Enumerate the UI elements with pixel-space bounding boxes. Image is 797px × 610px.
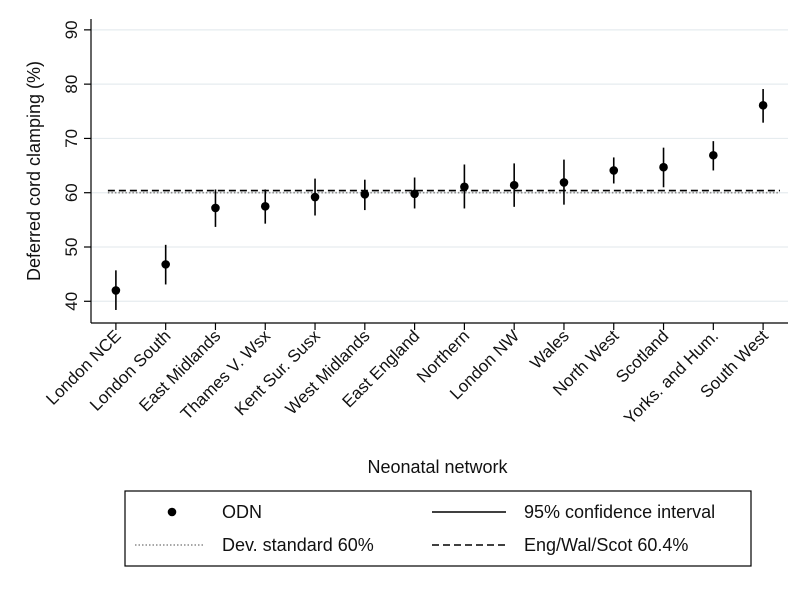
data-point — [460, 182, 469, 192]
data-point — [360, 190, 370, 199]
legend-box — [124, 490, 752, 567]
legend: ODN 95% confidence interval Dev. standard … — [124, 490, 752, 567]
data-point — [609, 166, 619, 175]
data-point — [310, 192, 320, 202]
y-tick-label: 40 — [62, 292, 81, 311]
data-point — [758, 101, 768, 110]
y-tick-label: 90 — [62, 20, 81, 39]
data-point — [559, 178, 569, 187]
x-tick-label: Thames V. Wsx — [177, 326, 275, 424]
legend-label: 95% confidence interval — [524, 502, 715, 522]
legend-label: ODN — [222, 502, 262, 522]
data-point — [111, 286, 121, 295]
y-axis-title: Deferred cord clamping (%) — [24, 61, 44, 281]
x-tick-label: Kent Sur. Susx — [231, 326, 324, 419]
data-point — [659, 162, 668, 172]
y-tick-label: 80 — [62, 75, 81, 94]
x-tick-label: Wales — [526, 326, 572, 372]
data-point — [709, 150, 718, 160]
data-point — [211, 203, 220, 213]
y-tick-label: 50 — [62, 238, 81, 257]
data-point — [260, 201, 270, 211]
legend-marker-dot — [167, 507, 177, 517]
legend-label: Eng/Wal/Scot 60.4% — [524, 535, 688, 555]
legend-label: Dev. standard 60% — [222, 535, 374, 555]
x-axis-title: Neonatal network — [367, 457, 508, 477]
data-point — [161, 260, 170, 269]
data-point — [509, 180, 519, 190]
y-tick-label: 70 — [62, 129, 81, 148]
data-point — [410, 189, 419, 199]
gridlines — [91, 29, 788, 302]
y-tick-label: 60 — [62, 183, 81, 202]
